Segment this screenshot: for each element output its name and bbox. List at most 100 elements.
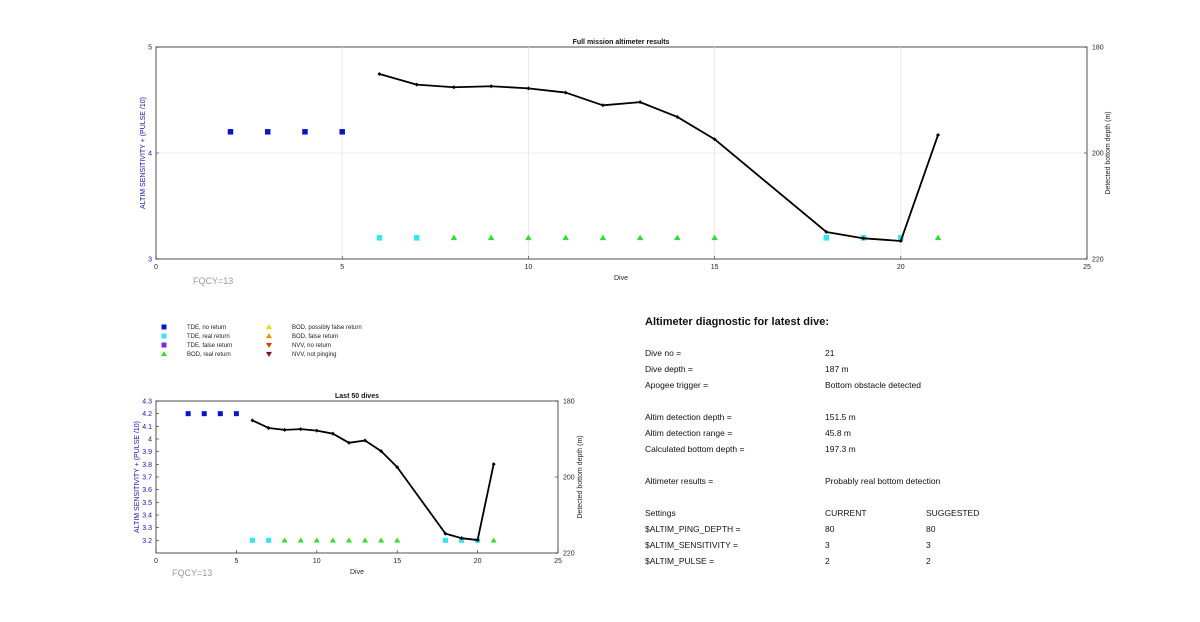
y-tick-label: 4.1: [142, 424, 152, 431]
bottom-depth-point: [898, 238, 903, 243]
tde-no-return-marker: [264, 129, 271, 135]
tde-real-return-marker: [459, 537, 465, 543]
bod-real-return-marker: [599, 234, 607, 241]
setting-current: 2: [825, 556, 830, 566]
legend-label: TDE, real return: [187, 334, 230, 340]
setting-row-sensitivity: $ALTIM_SENSITIVITY = 3 3: [645, 540, 1065, 553]
x-tick-label: 5: [234, 558, 238, 565]
altimeter-results-row: Altimeter results = Probably real bottom…: [645, 476, 1065, 489]
y-tick-label: 3.9: [142, 449, 152, 456]
bod-real-return-marker: [378, 537, 385, 543]
tde-no-return-marker: [227, 129, 234, 135]
bottom-depth-line: [252, 419, 495, 541]
setting-suggested: 3: [926, 540, 931, 550]
y-tick-label: 3.4: [142, 513, 152, 520]
dive-no-value: 21: [825, 348, 835, 358]
x-tick-label: 25: [1083, 264, 1091, 271]
setting-name: $ALTIM_SENSITIVITY =: [645, 540, 738, 550]
y-right-tick-label: 200: [1092, 151, 1104, 158]
bottom-depth-point: [675, 114, 680, 119]
bottom-depth-point: [414, 82, 419, 87]
legend-label: BOD, real return: [187, 352, 231, 358]
last-50-xlabel: Dive: [350, 569, 364, 576]
bod-real-return-marker: [562, 234, 569, 241]
x-tick-label: 0: [154, 558, 158, 565]
bod-real-return-marker: [345, 537, 352, 543]
last-50-fqcy-annotation: FQCY=13: [172, 568, 212, 578]
legend: TDE, no return TDE, real return TDE, false…: [161, 324, 362, 358]
bod-real-return-marker: [487, 234, 495, 241]
tde-real-return-marker: [898, 235, 904, 241]
bottom-depth-point: [346, 440, 351, 445]
last-50-ylabel-right: Detected bottom depth (m): [577, 435, 584, 518]
apogee-trigger-value: Bottom obstacle detected: [825, 380, 921, 390]
legend-label: BOD, possibly false return: [292, 325, 362, 331]
x-tick-label: 15: [711, 264, 719, 271]
bod-real-return-marker: [329, 537, 336, 543]
tde-real-return-marker: [413, 235, 420, 241]
bottom-depth-point: [282, 427, 287, 432]
tde-real-return-marker: [376, 235, 383, 241]
y-tick-label: 4.3: [142, 399, 152, 406]
bottom-depth-point: [712, 137, 717, 142]
x-tick-label: 0: [154, 264, 158, 271]
tde-no-return-marker: [233, 411, 239, 417]
setting-suggested: 80: [926, 524, 936, 534]
y-tick-label: 3.7: [142, 475, 152, 482]
last-50-title: Last 50 dives: [335, 393, 379, 400]
full-mission-title: Full mission altimeter results: [573, 39, 670, 46]
y-tick-label: 4: [148, 151, 152, 158]
bottom-depth-point: [638, 100, 643, 105]
last-50-ylabel: ALTIM SENSITIVITY + (PULSE /10): [134, 421, 141, 533]
legend-label: TDE, no return: [187, 325, 226, 331]
last-50-chart: 0 5 10 15 20 25 3.2 3.3 3.4 3.5 3.6 3.7 3.8 3.9 4 4.1 4.…: [134, 393, 584, 578]
diagnostic-title: Altimeter diagnostic for latest dive:: [645, 316, 829, 328]
bod-real-return-marker: [450, 234, 458, 241]
y-tick-label: 3: [148, 257, 152, 264]
y-tick-label: 3.8: [142, 462, 152, 469]
bottom-depth-point: [824, 229, 829, 234]
bottom-depth-line: [379, 73, 939, 242]
dive-depth-row: Dive depth = 187 m: [645, 364, 1065, 377]
bottom-depth-point: [377, 72, 382, 77]
full-mission-ylabel-right: Detected bottom depth (m): [1105, 111, 1112, 194]
x-tick-label: 15: [393, 558, 401, 565]
settings-header-suggested: SUGGESTED: [926, 508, 980, 518]
tde-real-return-marker: [266, 537, 272, 543]
bod-real-return-marker: [281, 537, 288, 543]
altim-detection-depth-row: Altim detection depth = 151.5 m: [645, 412, 1065, 425]
y-right-tick-label: 180: [1092, 45, 1104, 52]
bottom-depth-point: [363, 438, 368, 443]
bottom-depth-point: [314, 428, 319, 433]
dive-depth-value: 187 m: [825, 364, 849, 374]
bottom-depth-point: [443, 531, 448, 536]
bottom-depth-point: [489, 84, 494, 89]
bottom-depth-point: [600, 103, 605, 108]
legend-tde-real-return-marker: [161, 333, 167, 339]
last-50-plot-area: [155, 400, 559, 554]
full-mission-chart: 0 5 10 15 20 25 3 4 5 180 200 220 Full mission alti…: [140, 39, 1112, 286]
bod-real-return-marker: [297, 537, 304, 543]
last-50-marks: [185, 411, 497, 543]
legend-tde-no-return-marker: [161, 324, 167, 330]
bottom-depth-point: [451, 85, 456, 90]
x-tick-label: 10: [525, 264, 533, 271]
bod-real-return-marker: [362, 537, 369, 543]
y-tick-label: 4: [148, 437, 152, 444]
y-tick-label: 5: [148, 45, 152, 52]
setting-row-ping-depth: $ALTIM_PING_DEPTH = 80 80: [645, 524, 1065, 537]
bottom-depth-point: [379, 449, 384, 454]
bottom-depth-point: [459, 536, 464, 541]
bod-real-return-marker: [313, 537, 320, 543]
setting-current: 80: [825, 524, 835, 534]
bod-real-return-marker: [394, 537, 401, 543]
full-mission-xlabel: Dive: [614, 275, 628, 282]
tde-no-return-marker: [201, 411, 207, 417]
bottom-depth-point: [395, 465, 400, 470]
tde-no-return-marker: [302, 129, 308, 135]
calculated-bottom-depth-value: 197.3 m: [825, 444, 856, 454]
full-mission-fqcy-annotation: FQCY=13: [193, 276, 233, 286]
y-right-tick-label: 220: [563, 551, 575, 558]
legend-nvv-not-pinging-marker: [266, 351, 272, 357]
tde-real-return-marker: [249, 537, 255, 543]
